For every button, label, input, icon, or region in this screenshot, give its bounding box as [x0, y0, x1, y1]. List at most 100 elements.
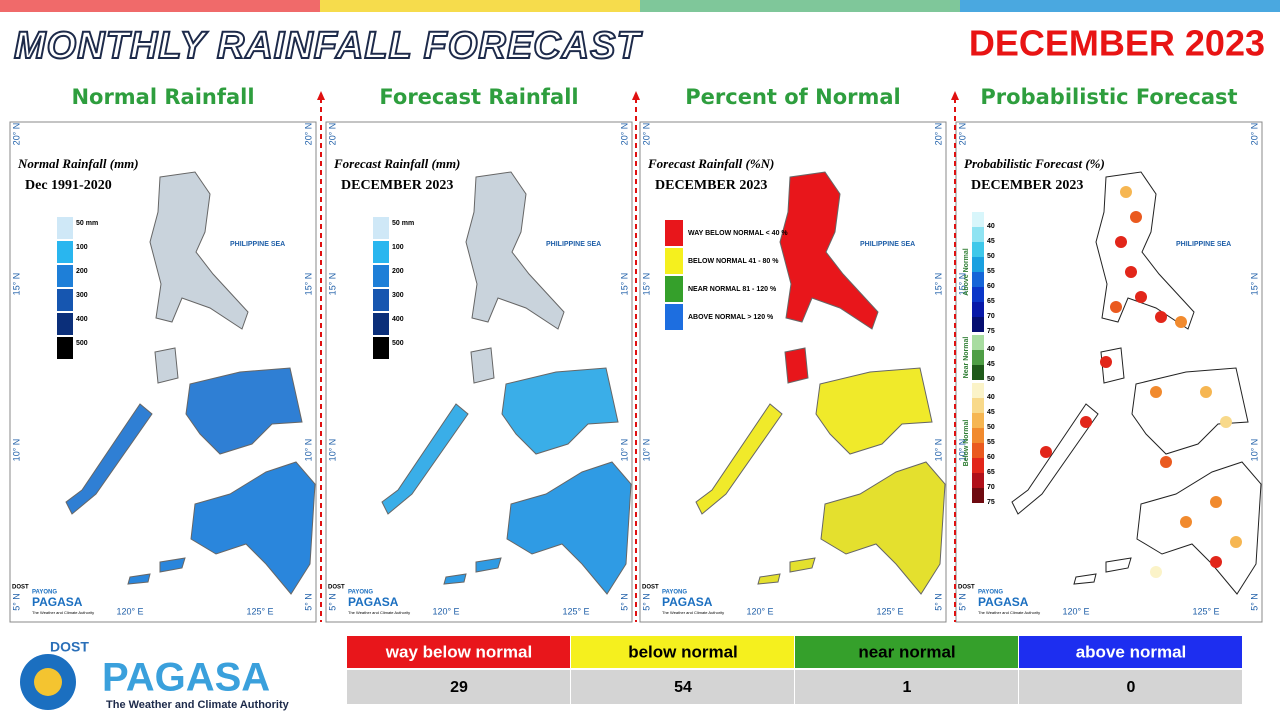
legend-label: 200	[392, 268, 404, 275]
legend-label: 500	[76, 340, 88, 347]
legend-label: 65	[987, 469, 995, 476]
lon-label: 120° E	[432, 606, 459, 616]
summary-header: below normal	[628, 642, 738, 661]
summary-count: 29	[450, 679, 468, 696]
mini-tagline: The Weather and Climate Authority	[978, 610, 1040, 615]
legend-label: 75	[987, 328, 995, 335]
lat-label: 20° N	[957, 123, 967, 146]
mini-pagasa: PAGASA	[662, 595, 713, 609]
legend-label: 300	[392, 292, 404, 299]
logo-name: PAGASA	[102, 656, 270, 700]
legend-group: Below Normal	[963, 420, 970, 467]
summary-count: 0	[1127, 679, 1136, 696]
station-dot	[1160, 456, 1172, 468]
legend-swatch	[57, 217, 73, 239]
legend-label: 70	[987, 484, 995, 491]
legend-swatch	[972, 212, 984, 227]
panel-heading: Percent of Normal	[685, 85, 900, 109]
lat-label: 5° N	[619, 593, 629, 611]
legend-label: 40	[987, 346, 995, 353]
summary-table: way below normal 29 below normal 54 near nor…	[347, 636, 1242, 704]
lat-label: 20° N	[933, 123, 943, 146]
lon-label: 120° E	[116, 606, 143, 616]
lat-label: 15° N	[933, 273, 943, 296]
mini-payong: PAYONG	[348, 590, 373, 596]
legend-swatch	[665, 276, 683, 302]
station-dot	[1180, 516, 1192, 528]
panel-heading: Normal Rainfall	[71, 85, 254, 109]
station-dot	[1125, 266, 1137, 278]
lon-label: 125° E	[876, 606, 903, 616]
lon-label: 125° E	[562, 606, 589, 616]
lat-label: 20° N	[11, 123, 21, 146]
legend-swatch	[972, 428, 984, 443]
lat-label: 20° N	[641, 123, 651, 146]
legend-label: 75	[987, 499, 995, 506]
station-dot	[1120, 186, 1132, 198]
lat-label: 15° N	[619, 273, 629, 296]
lat-label: 15° N	[303, 273, 313, 296]
legend-label: 50 mm	[392, 220, 414, 227]
mini-pagasa: PAGASA	[348, 595, 399, 609]
mini-dost: DOST	[642, 585, 659, 591]
lat-label: 15° N	[641, 273, 651, 296]
legend-label: 40	[987, 223, 995, 230]
summary-header: near normal	[858, 642, 955, 661]
station-dot	[1135, 291, 1147, 303]
legend-swatch	[972, 317, 984, 332]
mini-tagline: The Weather and Climate Authority	[662, 610, 724, 615]
legend-swatch	[972, 488, 984, 503]
legend-label: 500	[392, 340, 404, 347]
summary-count: 1	[903, 679, 912, 696]
summary-header-cell	[1019, 636, 1242, 668]
legend-swatch	[972, 227, 984, 242]
mini-dost: DOST	[958, 585, 975, 591]
station-dot	[1175, 316, 1187, 328]
station-dot	[1100, 356, 1112, 368]
summary-header-cell	[571, 636, 794, 668]
station-dot	[1200, 386, 1212, 398]
legend-swatch	[972, 383, 984, 398]
map-title: Forecast Rainfall (%N)	[647, 156, 774, 171]
logo-tagline: The Weather and Climate Authority	[106, 699, 290, 711]
legend-label: 200	[76, 268, 88, 275]
station-dot	[1230, 536, 1242, 548]
lat-label: 15° N	[327, 273, 337, 296]
legend-swatch	[57, 289, 73, 311]
legend-label: 55	[987, 268, 995, 275]
legend-swatch	[373, 241, 389, 263]
map-subtitle: DECEMBER 2023	[971, 178, 1083, 193]
lon-label: 125° E	[246, 606, 273, 616]
station-dot	[1040, 446, 1052, 458]
lat-label: 5° N	[327, 593, 337, 611]
panel: Normal Rainfall Normal Rainfall (mm) Dec 1…	[9, 85, 317, 623]
mini-tagline: The Weather and Climate Authority	[348, 610, 410, 615]
legend-swatch	[373, 313, 389, 335]
legend-swatch	[972, 257, 984, 272]
station-dot	[1115, 236, 1127, 248]
legend-swatch	[972, 458, 984, 473]
legend-label: 65	[987, 298, 995, 305]
lat-label: 20° N	[327, 123, 337, 146]
summary-count-cell	[571, 670, 794, 704]
legend-label: 55	[987, 439, 995, 446]
legend-label: BELOW NORMAL 41 - 80 %	[688, 258, 779, 265]
legend-swatch	[373, 337, 389, 359]
panel: Percent of Normal Forecast Rainfall (%N) D…	[639, 85, 947, 623]
legend-label: 45	[987, 238, 995, 245]
legend-swatch	[373, 265, 389, 287]
station-dot	[1150, 386, 1162, 398]
legend-label: 100	[76, 244, 88, 251]
map-subtitle: Dec 1991-2020	[25, 178, 112, 193]
panels: Normal Rainfall Normal Rainfall (mm) Dec 1…	[9, 85, 1263, 623]
legend-swatch	[57, 337, 73, 359]
legend-label: 50	[987, 376, 995, 383]
legend-label: ABOVE NORMAL > 120 %	[688, 314, 774, 321]
lat-label: 5° N	[303, 593, 313, 611]
logo-dost: DOST	[50, 639, 89, 655]
legend-label: 100	[392, 244, 404, 251]
legend-swatch	[57, 241, 73, 263]
legend-label: 400	[76, 316, 88, 323]
station-dot	[1210, 556, 1222, 568]
legend-group: Near Normal	[963, 337, 970, 379]
